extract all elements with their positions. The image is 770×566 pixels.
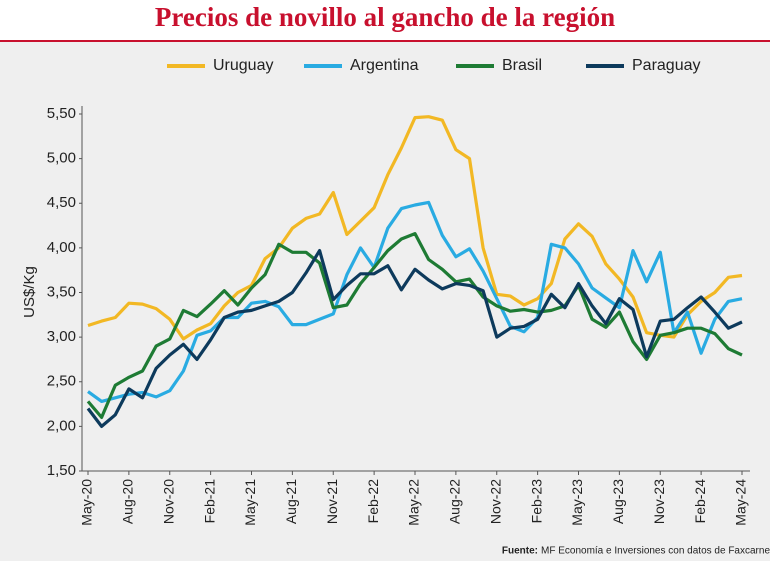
source-label: Fuente: — [502, 546, 538, 557]
x-tick-label: Feb-23 — [528, 479, 544, 524]
legend-label: Paraguay — [632, 57, 701, 74]
x-tick-label: Aug-21 — [283, 479, 299, 524]
x-tick-label: Aug-22 — [447, 479, 463, 524]
series-line — [86, 232, 743, 419]
x-tick-label: Aug-23 — [610, 479, 626, 524]
x-tick-label: Feb-21 — [201, 479, 217, 524]
source: MF Economía e Inversiones con datos de F… — [541, 546, 770, 557]
y-tick-label: 3,50 — [47, 283, 76, 300]
chart-title: Precios de novillo al gancho de la regió… — [155, 2, 615, 32]
x-tick-label: Nov-22 — [487, 479, 503, 524]
y-tick-label: 4,00 — [47, 239, 76, 256]
series-line — [86, 249, 743, 428]
series-line — [87, 115, 743, 341]
y-tick-label: 2,00 — [47, 417, 76, 434]
legend-label: Uruguay — [213, 57, 273, 74]
x-tick-label: May-21 — [242, 479, 258, 526]
x-tick-label: Feb-22 — [365, 479, 381, 524]
y-tick-label: 1,50 — [47, 462, 76, 479]
x-tick-label: Nov-23 — [651, 479, 667, 524]
legend-label: Argentina — [350, 57, 419, 74]
x-tick-label: Aug-20 — [120, 479, 136, 524]
x-tick-label: Nov-21 — [324, 479, 340, 524]
x-tick-label: May-24 — [733, 479, 749, 526]
x-tick-label: May-23 — [569, 479, 585, 526]
y-tick-label: 4,50 — [47, 194, 76, 211]
series-line — [87, 200, 743, 403]
y-tick-label: 5,50 — [47, 105, 76, 122]
x-tick-label: May-22 — [406, 479, 422, 526]
x-tick-label: May-20 — [79, 479, 95, 526]
y-tick-label: 5,00 — [47, 150, 76, 167]
x-tick-label: Nov-20 — [160, 479, 176, 524]
chart-background — [0, 42, 770, 561]
legend-label: Brasil — [502, 57, 542, 74]
x-tick-label: Feb-24 — [692, 479, 708, 524]
y-tick-label: 2,50 — [47, 373, 76, 390]
y-axis-label: US$/Kg — [21, 266, 38, 318]
y-tick-label: 3,00 — [47, 328, 76, 345]
